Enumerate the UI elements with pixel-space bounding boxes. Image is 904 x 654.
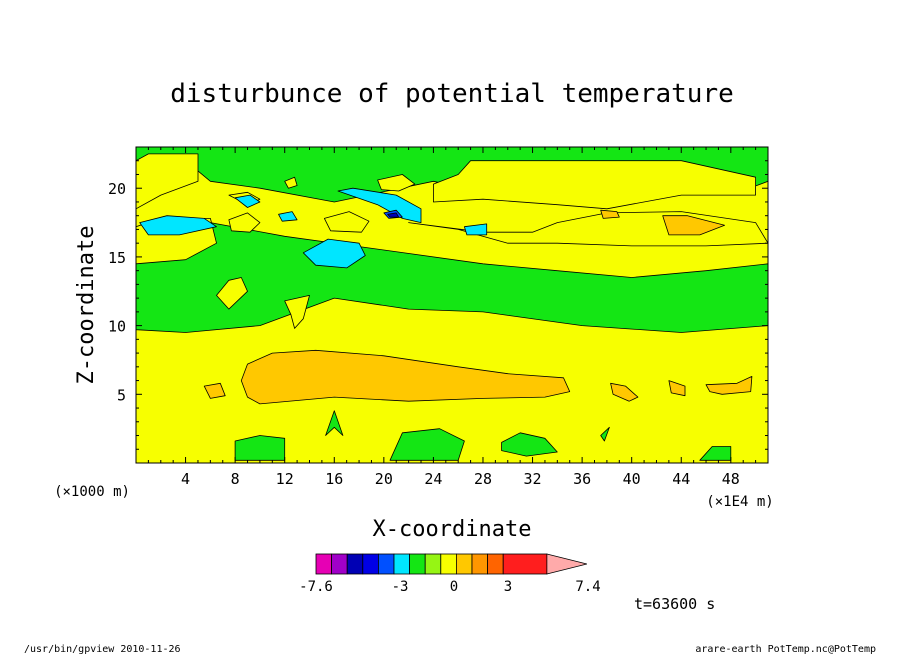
x-unit-left: (×1000 m) (54, 484, 130, 500)
y-axis: 5 10 15 20 (108, 160, 768, 450)
contour-region-yellow (216, 277, 248, 310)
colorbar-segment (346, 553, 364, 575)
x-axis: 4 8 12 16 20 24 28 32 36 40 44 48 (147, 147, 757, 488)
time-label: t=63600 s (634, 595, 715, 613)
contour-region-yellow (284, 294, 310, 329)
x-tick-label: 32 (524, 470, 542, 488)
x-axis-label: X-coordinate (373, 517, 532, 542)
contour-region-orange (610, 382, 639, 402)
contour-region-green (389, 428, 465, 461)
colorbar-segment (315, 553, 333, 575)
colorbar-labels: -7.6 -3 0 3 7.4 (299, 579, 601, 595)
x-tick-label: 40 (623, 470, 641, 488)
x-tick-label: 16 (325, 470, 343, 488)
y-tick-label: 20 (108, 180, 126, 198)
x-tick-label: 20 (375, 470, 393, 488)
contour-region-yellow (284, 176, 298, 189)
contour-region-light-blue (302, 238, 366, 269)
contour-region-light-blue (234, 194, 261, 208)
contour-regions (136, 147, 768, 461)
contour-region-orange (240, 349, 571, 405)
colorbar-arrow (546, 553, 587, 575)
colorbar-tick-label: 0 (450, 579, 458, 595)
contour-region-green (699, 446, 732, 461)
contour-region-yellow (323, 211, 370, 233)
contour-region-orange (600, 209, 620, 219)
contour-region-orange (705, 375, 753, 395)
contour-region-light-blue (337, 187, 422, 224)
y-axis-label: Z-coordinate (74, 226, 99, 385)
x-tick-label: 8 (231, 470, 240, 488)
colorbar-segment (362, 553, 379, 575)
contour-region-yellow (228, 212, 261, 233)
colorbar-segment (455, 553, 473, 575)
contour-region-orange (662, 215, 725, 236)
colorbar-tick-label: -7.6 (299, 579, 333, 595)
contour-region-yellow (432, 160, 756, 210)
footer-left: /usr/bin/gpview 2010-11-26 (24, 644, 181, 654)
x-tick-label: 24 (424, 470, 442, 488)
contour-region-green (234, 435, 286, 461)
contour-region-green (501, 432, 558, 457)
contour-region-green (325, 410, 344, 436)
x-tick-label: 4 (181, 470, 190, 488)
x-tick-label: 36 (573, 470, 591, 488)
colorbar-segment (440, 553, 457, 575)
x-tick-label: 28 (474, 470, 492, 488)
y-tick-label: 10 (108, 318, 126, 336)
contour-region-orange (203, 382, 226, 399)
colorbar-segment (393, 553, 411, 575)
x-unit-right: (×1E4 m) (706, 494, 773, 510)
footer-right: arare-earth_PotTemp.nc@PotTemp (695, 644, 876, 654)
contour-region-light-blue (139, 215, 217, 236)
contour-region-green (600, 426, 610, 442)
colorbar-segment (502, 553, 548, 575)
contour-region-light-blue (463, 223, 488, 236)
colorbar-segment (409, 553, 426, 575)
x-tick-label: 12 (276, 470, 294, 488)
colorbar-tick-label: 3 (504, 579, 512, 595)
chart-title: disturbunce of potential temperature (170, 79, 734, 109)
colorbar-segment (377, 553, 395, 575)
x-tick-label: 48 (722, 470, 740, 488)
y-tick-label: 5 (117, 386, 126, 404)
contour-region-orange (668, 380, 686, 397)
contour-region-yellow (377, 174, 416, 192)
colorbar-segment (487, 553, 504, 575)
y-tick-label: 15 (108, 249, 126, 267)
contour-region-yellow (136, 153, 199, 210)
colorbar (315, 553, 587, 575)
colorbar-segment (424, 553, 442, 575)
contour-region-dark-blue (387, 212, 400, 218)
colorbar-tick-label: 7.4 (575, 579, 600, 595)
colorbar-tick-label: -3 (392, 579, 409, 595)
colorbar-segment (331, 553, 348, 575)
colorbar-segment (471, 553, 489, 575)
x-tick-label: 44 (672, 470, 690, 488)
contour-region-light-blue (278, 211, 298, 222)
plot-frame (135, 146, 769, 464)
